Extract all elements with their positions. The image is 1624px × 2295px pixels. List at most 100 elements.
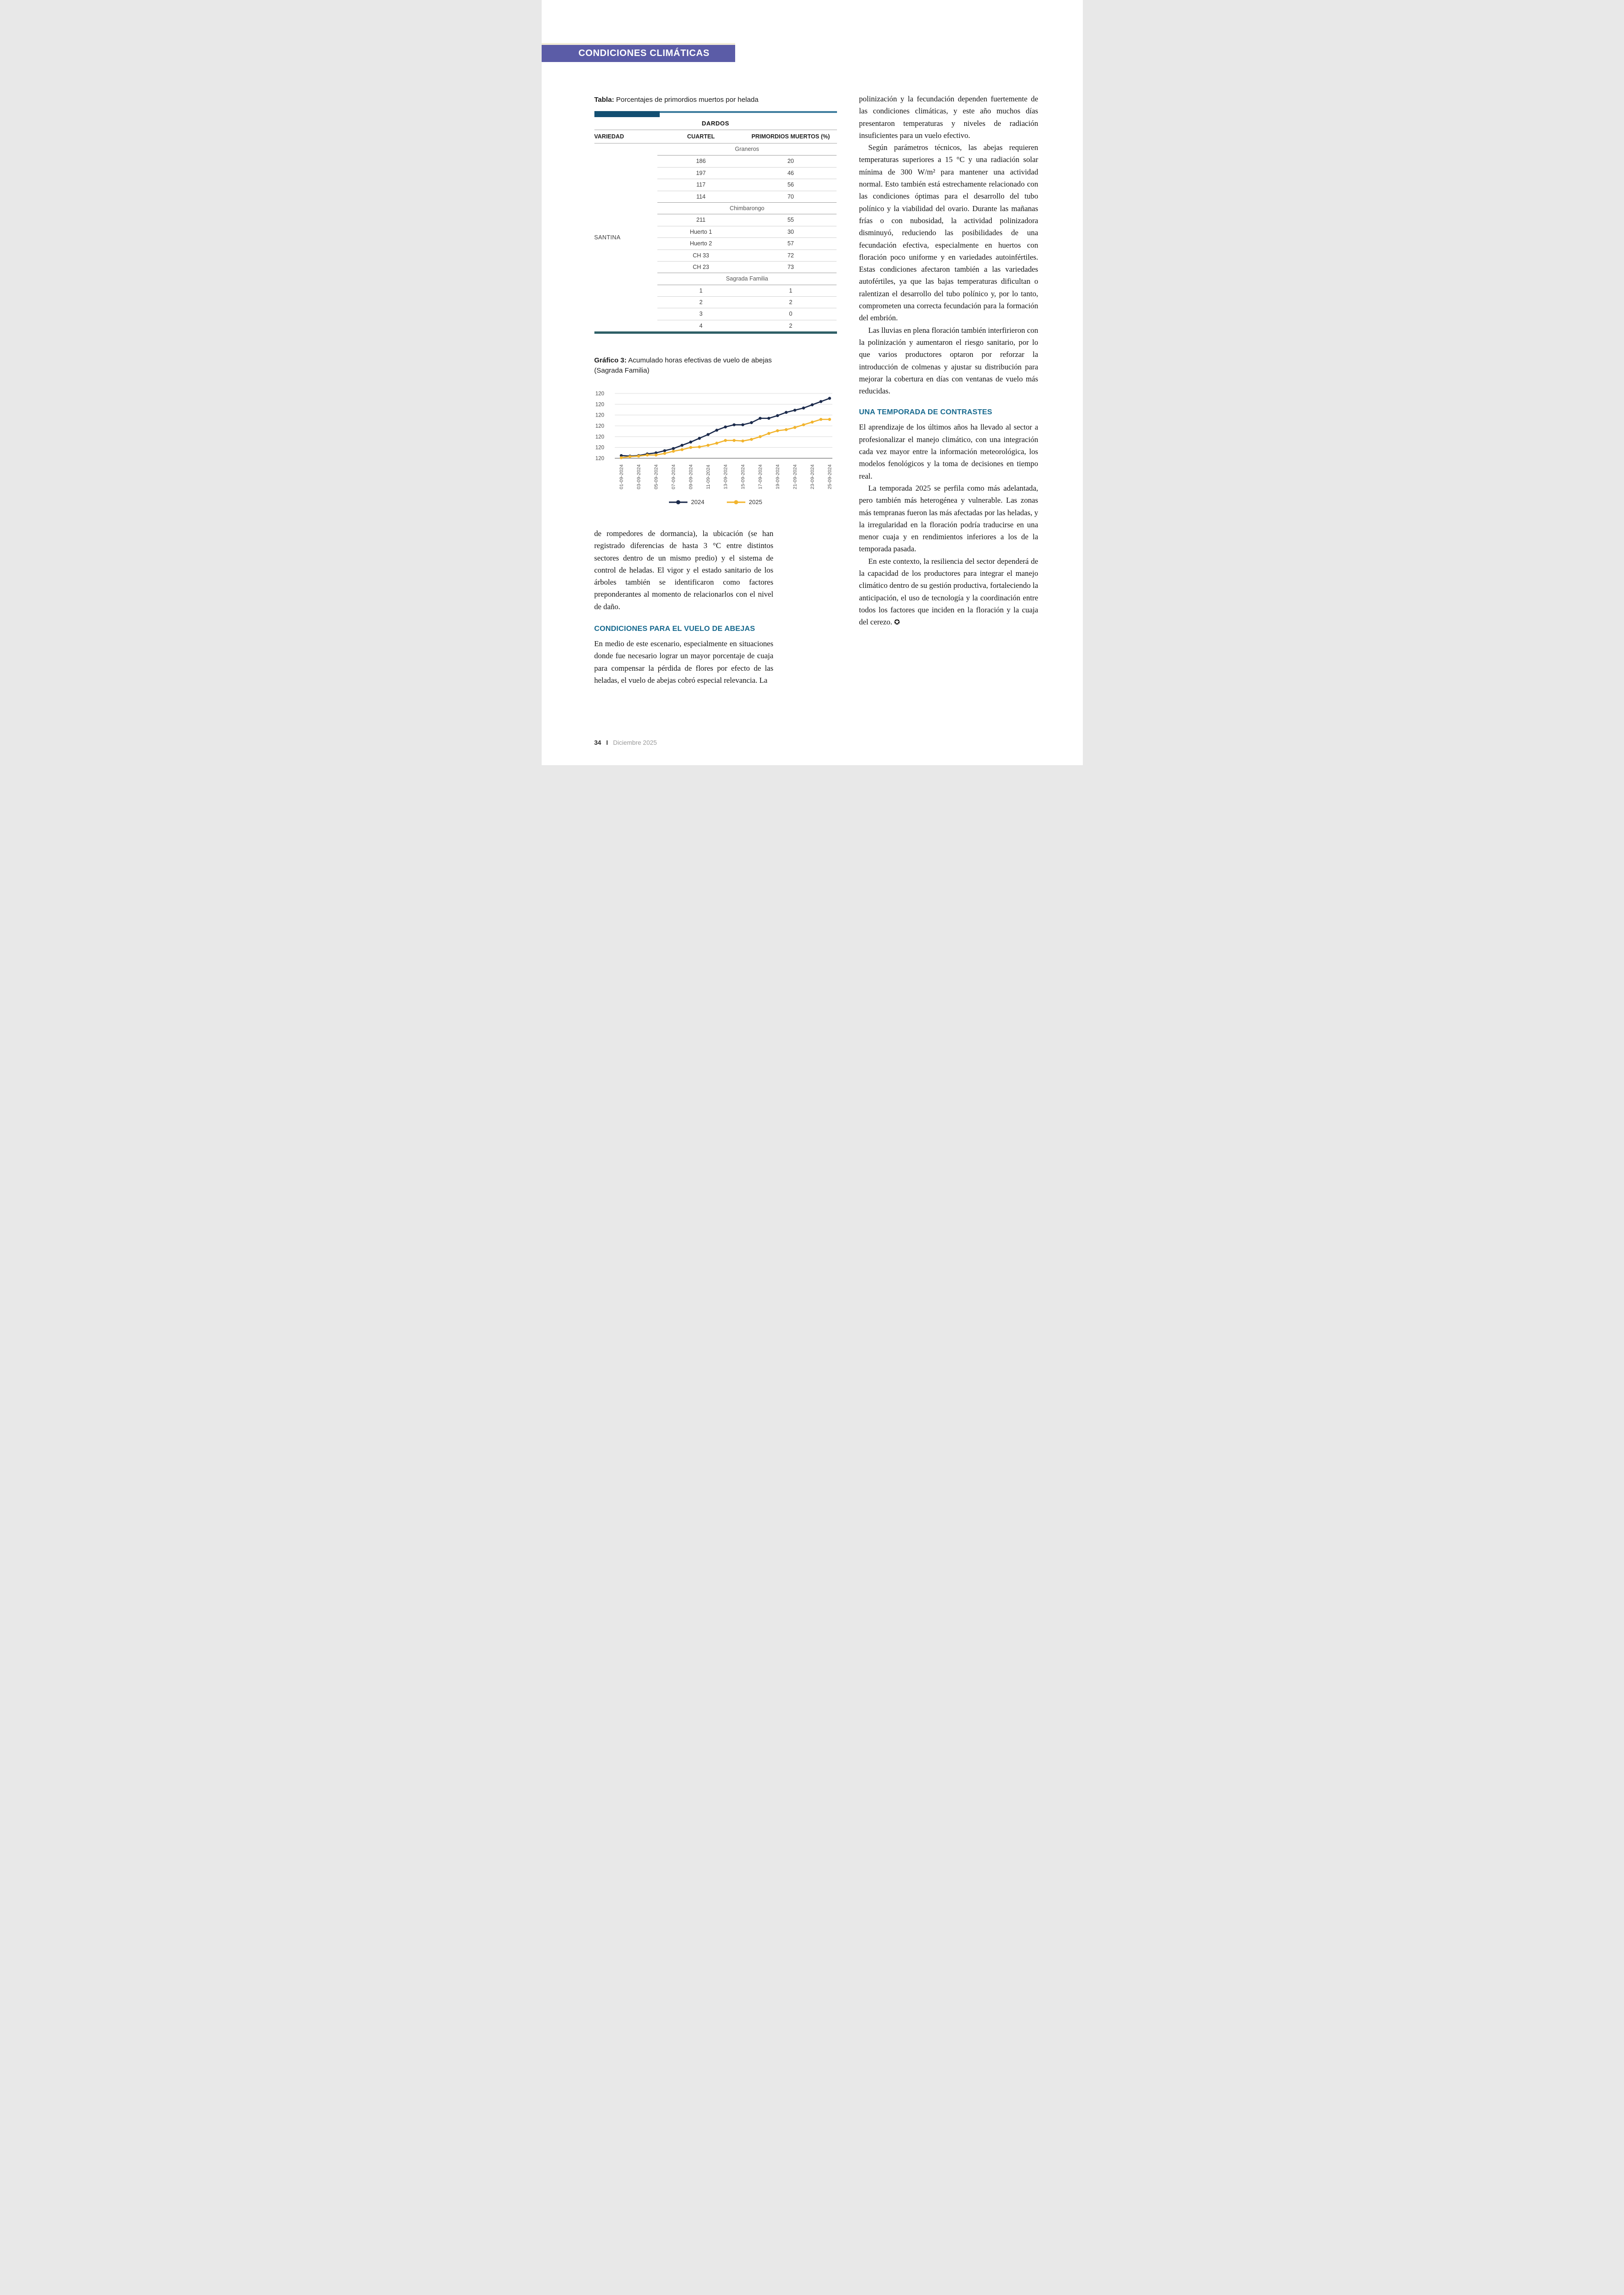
series-2025-point	[706, 443, 710, 447]
cell-primordios-muertos: 73	[744, 261, 837, 273]
series-2025-point	[802, 423, 805, 426]
y-axis-label: 120	[595, 402, 604, 407]
group-row: Graneros	[735, 146, 759, 152]
legend-label: 2025	[749, 499, 762, 505]
page-footer: 34 I Diciembre 2025	[594, 739, 657, 746]
x-axis-label: 13-09-2024	[723, 464, 728, 489]
end-of-article-icon: ✪	[894, 619, 900, 627]
x-axis-label: 03-09-2024	[636, 464, 642, 489]
series-2025-point	[680, 448, 683, 451]
table-top-bar-dark	[594, 111, 660, 117]
series-2024-point	[671, 447, 675, 450]
paragraph: de rompedores de dormancia), la ubicació…	[594, 529, 774, 611]
series-2025-point	[637, 455, 640, 458]
footer-issue: Diciembre 2025	[613, 739, 657, 746]
series-2025-point	[750, 437, 753, 441]
series-2024-point	[793, 408, 796, 412]
table-body: SANTINA Graneros 186 20 197 46 117 56 114 70 Chimb…	[594, 143, 837, 331]
bee-flight-chart: 120 120 120 120 120 120 120 01-09-2024 03-09-202…	[595, 391, 833, 489]
variety-label: SANTINA	[594, 234, 621, 241]
paragraph: En medio de este escenario, especialment…	[594, 639, 774, 685]
table-top-bar-light	[594, 111, 837, 113]
series-2025-point	[775, 429, 779, 432]
series-2024-point	[758, 417, 762, 420]
series-2025-point	[758, 435, 762, 438]
table-top-bar	[594, 111, 837, 117]
series-2024-point	[619, 454, 623, 457]
x-axis-label: 17-09-2024	[757, 464, 763, 489]
series-2024-point	[741, 423, 744, 426]
section-badge-label: CONDICIONES CLIMÁTICAS	[578, 48, 710, 58]
footer-separator: I	[606, 739, 608, 746]
y-axis-label: 120	[595, 434, 604, 440]
legend-swatch-2025	[726, 500, 745, 504]
table-caption: Tabla: Porcentajes de primordios muertos…	[594, 96, 837, 104]
paragraph: Según parámetros técnicos, las abejas re…	[859, 143, 1038, 323]
series-2025-point	[819, 418, 822, 421]
cell-cuartel: Huerto 2	[657, 237, 745, 249]
x-axis-label: 07-09-2024	[671, 464, 676, 489]
legend-label: 2024	[691, 499, 705, 505]
column-header-primordios: PRIMORDIOS MUERTOS (%)	[751, 133, 830, 140]
series-2025-point	[741, 439, 744, 443]
cell-primordios-muertos: 72	[744, 249, 837, 261]
cell-primordios-muertos: 55	[744, 214, 837, 225]
series-2025-point	[767, 432, 770, 435]
paragraph: Las lluvias en plena floración también i…	[859, 325, 1038, 396]
cell-cuartel: Huerto 1	[657, 225, 745, 237]
series-2025-line	[620, 418, 830, 459]
cell-cuartel: 211	[657, 214, 745, 225]
series-2025-point	[619, 456, 623, 460]
page-number: 34	[594, 739, 601, 746]
legend-swatch-2024	[668, 500, 687, 504]
group-row: Sagrada Familia	[657, 273, 837, 284]
y-axis-label: 120	[595, 391, 604, 397]
x-axis-label: 21-09-2024	[792, 464, 798, 489]
series-2025-point	[715, 442, 718, 445]
legend-item-2025: 2025	[726, 499, 762, 505]
chart-caption-text: Acumulado horas efectivas de vuelo de ab…	[628, 356, 772, 364]
column-header-cuartel: CUARTEL	[687, 133, 715, 140]
y-axis-label: 120	[595, 445, 604, 451]
cell-primordios-muertos: 20	[744, 155, 837, 167]
magazine-page: CONDICIONES CLIMÁTICAS Tabla: Porcentaje…	[541, 0, 1083, 765]
paragraph: polinización y la fecundación dependen f…	[859, 94, 1038, 140]
table-span-header: DARDOS	[594, 117, 837, 130]
cell-cuartel: 2	[657, 296, 745, 308]
series-2025-point	[689, 446, 692, 449]
x-axis-label: 09-09-2024	[688, 464, 693, 489]
paragraph: La temporada 2025 se perfila como más ad…	[859, 483, 1038, 554]
series-2025-point	[724, 439, 727, 442]
series-2025-point	[698, 445, 701, 449]
table-header-row: VARIEDAD CUARTEL PRIMORDIOS MUERTOS (%)	[594, 130, 837, 143]
series-2024-point	[828, 397, 831, 400]
cell-cuartel: 3	[657, 308, 745, 319]
chart-caption-label: Gráfico 3:	[594, 356, 627, 364]
series-2024-point	[802, 406, 805, 410]
frost-damage-table: DARDOS VARIEDAD CUARTEL PRIMORDIOS MUERT…	[594, 111, 837, 334]
cell-cuartel: CH 33	[657, 249, 745, 261]
paragraph-text: En este contexto, la resiliencia del sec…	[859, 556, 1038, 627]
cell-cuartel: CH 23	[657, 261, 745, 273]
cell-cuartel: 114	[657, 190, 745, 202]
series-2024-point	[689, 440, 692, 444]
x-axis-label: 23-09-2024	[810, 464, 815, 489]
series-2024-point	[680, 443, 683, 447]
paragraph: El aprendizaje de los últimos años ha ll…	[859, 423, 1038, 480]
y-axis-label: 120	[595, 456, 604, 461]
series-2025-point	[784, 428, 787, 431]
chart-block: 120 120 120 120 120 120 120 01-09-2024 03-09-202…	[594, 388, 837, 505]
left-column-text: de rompedores de dormancia), la ubicació…	[594, 528, 774, 686]
cell-primordios-muertos: 0	[744, 308, 837, 319]
cell-primordios-muertos: 70	[744, 190, 837, 202]
cell-cuartel: 186	[657, 155, 745, 167]
series-2025-point	[663, 452, 666, 455]
badge-top-line	[541, 43, 735, 45]
right-column-text: polinización y la fecundación dependen f…	[859, 93, 1038, 629]
paragraph: En este contexto, la resiliencia del sec…	[859, 555, 1038, 629]
series-2025-point	[671, 449, 675, 453]
cell-cuartel: 197	[657, 167, 745, 179]
series-2024-point	[750, 421, 753, 424]
x-axis-label: 11-09-2024	[706, 465, 711, 489]
series-2025-point	[732, 439, 736, 442]
